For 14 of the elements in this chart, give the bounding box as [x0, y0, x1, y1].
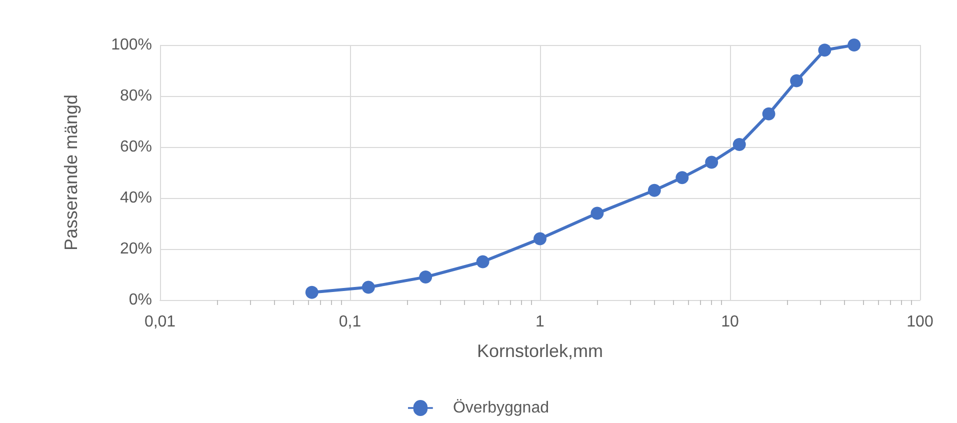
y-axis-title: Passerande mängd: [61, 94, 81, 251]
y-tick-label: 0%: [128, 292, 152, 308]
x-tick-label: 1: [536, 314, 545, 330]
y-tick-label: 100%: [111, 36, 152, 54]
y-tick-label: 40%: [120, 190, 152, 206]
x-tick-label: 100: [906, 314, 934, 330]
y-tick-label: 20%: [120, 240, 152, 258]
x-tick-label: 10: [721, 314, 739, 330]
y-tick-label: 80%: [120, 88, 152, 104]
x-axis-title: Kornstorlek,mm: [476, 341, 604, 361]
legend-label: Överbyggnad: [452, 398, 550, 416]
y-tick-label: 60%: [120, 138, 152, 156]
x-tick-label: 0,01: [144, 314, 176, 330]
x-tick-label: 0,1: [338, 314, 362, 330]
